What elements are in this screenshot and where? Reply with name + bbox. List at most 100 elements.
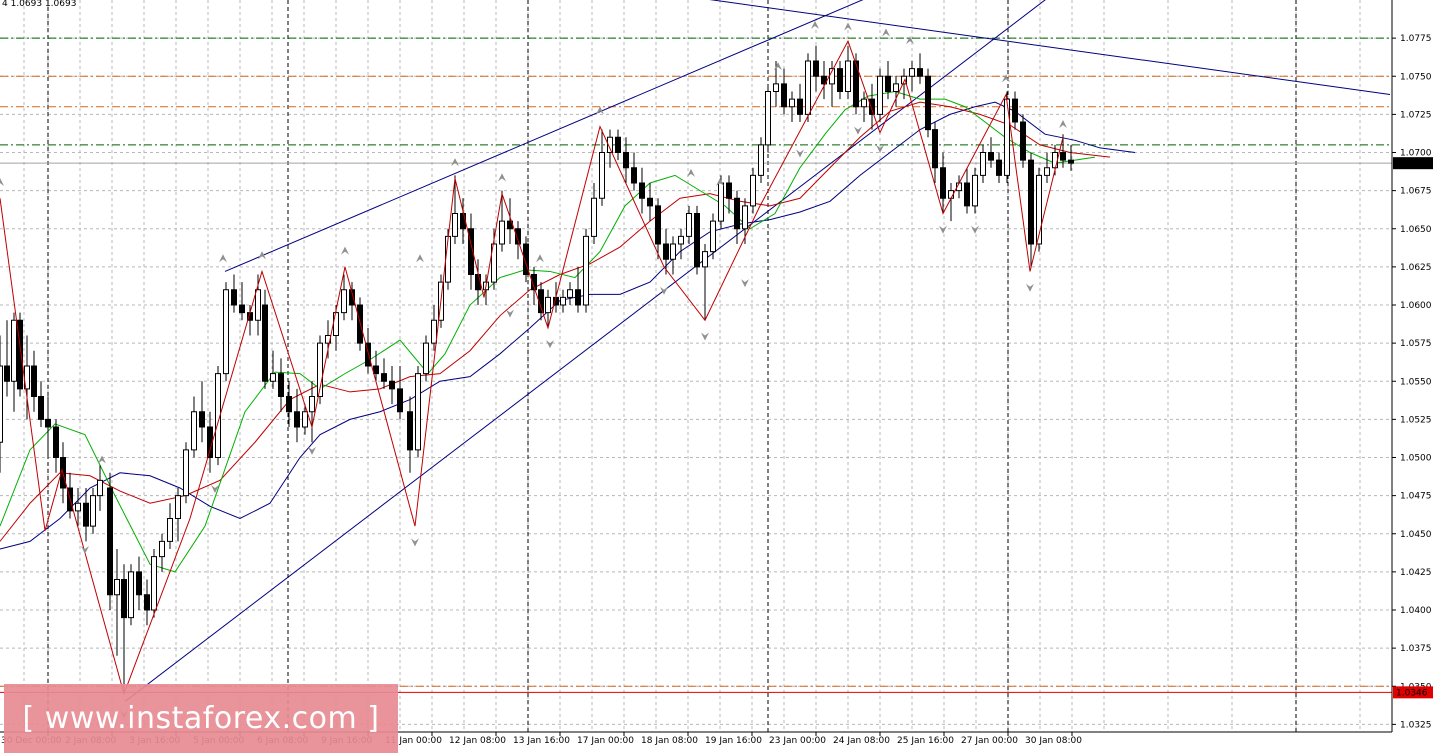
candle-body (837, 68, 843, 92)
fractal-down-icon (796, 149, 804, 158)
candle-body (349, 289, 355, 306)
candle-body (523, 243, 529, 275)
candle-body (223, 289, 229, 375)
candle-body (262, 304, 268, 382)
candle-body (631, 167, 637, 184)
candle-body (940, 167, 946, 199)
zigzag (0, 39, 1064, 696)
fractal-up-icon (596, 106, 604, 115)
fractal-down-icon (876, 144, 884, 153)
y-tick-label: 1.0475 (1400, 492, 1432, 502)
fractal-down-icon (741, 279, 749, 288)
candle-body (560, 296, 566, 306)
fractal-up-icon (498, 173, 506, 182)
candle-body (655, 205, 661, 245)
y-tick-label: 1.0400 (1400, 606, 1432, 616)
candle-body (964, 182, 970, 207)
x-tick-label: 17 Jan 00:00 (577, 736, 634, 746)
candle-body (1028, 159, 1034, 245)
candle-body (239, 304, 245, 314)
fractal-down-icon (411, 538, 419, 547)
candle-body (1012, 98, 1018, 123)
fractal-down-icon (701, 332, 709, 341)
candle-body (286, 396, 292, 413)
candle-body (309, 396, 315, 413)
fractal-down-icon (506, 309, 514, 318)
x-tick-label: 19 Jan 16:00 (705, 736, 762, 746)
candle-body (341, 289, 347, 314)
candle-body (302, 411, 308, 428)
candle-body (702, 251, 708, 268)
fractal-up-icon (258, 251, 266, 260)
candle-body (726, 182, 732, 199)
support-price-label: 1.0346 (1396, 688, 1428, 698)
candle-body (107, 487, 113, 596)
fractal-up-icon (536, 254, 544, 263)
watermark-text: [ www.instaforex.com ] (22, 701, 380, 736)
candle-body (415, 373, 421, 451)
fractal-down-icon (308, 446, 316, 455)
candle-body (1036, 174, 1042, 245)
candle-body (694, 213, 700, 268)
y-tick-label: 1.0600 (1400, 301, 1432, 311)
candle-body (853, 60, 859, 108)
fractal-up-icon (811, 20, 819, 29)
fractal-up-icon (451, 158, 459, 167)
candle-body (545, 296, 551, 314)
candle-body (575, 289, 581, 306)
candle-body (591, 197, 597, 237)
fractal-up-icon (416, 254, 424, 263)
candle-body (407, 411, 413, 451)
candle-body (583, 235, 589, 306)
candle-body (1060, 152, 1066, 161)
x-tick-label: 23 Jan 00:00 (769, 736, 826, 746)
y-tick-label: 1.0575 (1400, 339, 1432, 349)
candle-body (925, 75, 931, 131)
channel-line (224, 0, 864, 272)
fractal-up-icon (906, 36, 914, 45)
fractal-down-icon (854, 126, 862, 135)
fractal-up-icon (882, 28, 890, 37)
candle-body (114, 579, 120, 596)
candle-body (821, 75, 827, 85)
channel-line (709, 0, 1391, 96)
candle-body (11, 319, 17, 382)
candle-body (670, 243, 676, 260)
candle-body (231, 289, 237, 306)
candle-body (333, 312, 339, 336)
fractal-up-icon (1059, 120, 1067, 129)
candle-body (159, 540, 165, 558)
candle-body (869, 98, 875, 115)
candle-body (468, 228, 474, 275)
candle-body (75, 502, 81, 512)
candle-body (144, 594, 150, 611)
ma-slow-line (0, 101, 1136, 550)
candle-body (515, 228, 521, 245)
y-tick-label: 1.0325 (1400, 720, 1432, 730)
fractal-up-icon (0, 178, 4, 186)
fractal-down-icon (81, 546, 89, 554)
candle-body (31, 365, 37, 397)
candle-body (647, 197, 653, 207)
candle-body (797, 98, 803, 115)
candle-body (663, 243, 669, 260)
candle-body (121, 579, 127, 619)
x-tick-label: 24 Jan 08:00 (833, 736, 890, 746)
fractals (0, 20, 1067, 719)
candle-body (901, 75, 907, 85)
y-tick-label: 1.0625 (1400, 263, 1432, 273)
candle-body (877, 75, 883, 115)
candle-body (917, 68, 923, 77)
candle-body (53, 426, 59, 458)
candle-body (1044, 167, 1050, 176)
zigzag-line (0, 39, 1064, 696)
fractal-down-icon (971, 225, 979, 234)
candle-body (90, 495, 96, 527)
fractal-down-icon (939, 225, 947, 234)
current-price-label: 1.0693 (1396, 159, 1428, 169)
candle-body (710, 220, 716, 253)
y-tick-label: 1.0675 (1400, 187, 1432, 197)
y-tick-label: 1.0375 (1400, 644, 1432, 654)
fractal-down-icon (660, 286, 668, 295)
